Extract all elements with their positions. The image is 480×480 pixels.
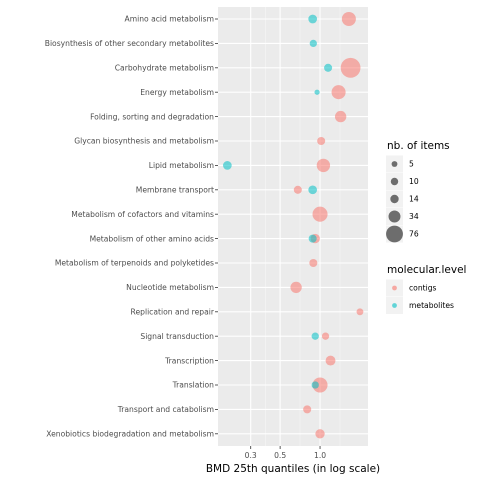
y-axis: Amino acid metabolism Biosynthesis of oth… xyxy=(45,15,218,439)
size-legend-dot xyxy=(390,194,399,204)
x-axis-title: BMD 25th quantiles (in log scale) xyxy=(206,463,380,475)
y-tick-label: Transport and catabolism xyxy=(117,405,214,414)
size-legend-label: 34 xyxy=(409,212,419,221)
data-point-contigs xyxy=(312,206,328,222)
plot-panel xyxy=(218,7,368,446)
y-tick-label: Xenobiotics biodegradation and metabolis… xyxy=(46,430,214,439)
y-tick-label: Metabolism of cofactors and vitamins xyxy=(71,210,214,219)
size-legend-dot xyxy=(388,210,401,223)
y-tick-label: Signal transduction xyxy=(140,332,214,341)
size-legend-label: 10 xyxy=(409,177,419,186)
size-legend: nb. of items 5 10 14 34 76 xyxy=(386,140,450,243)
size-legend-label: 5 xyxy=(409,160,414,169)
x-tick-label: 1.0 xyxy=(314,451,326,460)
data-point-contigs xyxy=(356,308,364,316)
data-point-metabolites xyxy=(308,14,318,24)
y-tick-label: Energy metabolism xyxy=(140,88,214,97)
size-legend-label: 14 xyxy=(409,195,419,204)
color-legend-label-metabolites: metabolites xyxy=(409,301,454,310)
color-legend-label-contigs: contigs xyxy=(409,284,437,293)
size-legend-title: nb. of items xyxy=(387,140,450,152)
data-point-metabolites xyxy=(311,332,319,340)
size-legend-label: 76 xyxy=(409,230,419,239)
y-tick-label: Metabolism of terpenoids and polyketides xyxy=(55,259,214,268)
size-legend-dot xyxy=(391,161,398,167)
color-legend-title: molecular.level xyxy=(387,264,466,276)
data-point-contigs xyxy=(325,355,336,366)
data-point-metabolites xyxy=(324,63,333,72)
data-point-contigs xyxy=(340,57,361,78)
data-point-contigs xyxy=(316,158,331,173)
data-point-metabolites xyxy=(314,89,320,95)
y-tick-label: Nucleotide metabolism xyxy=(126,283,214,292)
data-points xyxy=(222,11,364,439)
x-tick-label: 0.3 xyxy=(245,451,257,460)
data-point-contigs xyxy=(317,136,326,146)
data-point-contigs xyxy=(312,377,328,393)
size-legend-dot xyxy=(390,177,399,186)
data-point-contigs xyxy=(341,11,356,27)
data-point-metabolites xyxy=(311,381,319,389)
x-tick-label: 0.5 xyxy=(274,451,286,460)
data-point-contigs xyxy=(321,332,330,340)
data-point-contigs xyxy=(303,405,312,414)
y-tick-label: Metabolism of other amino acids xyxy=(90,234,214,243)
data-point-metabolites xyxy=(222,161,232,170)
color-legend: molecular.level contigs metabolites xyxy=(386,264,466,314)
y-tick-label: Translation xyxy=(172,381,215,390)
data-point-contigs xyxy=(334,110,347,123)
color-legend-dot-metabolites xyxy=(392,303,397,308)
data-point-metabolites xyxy=(309,39,317,48)
size-legend-dot xyxy=(386,225,403,243)
color-legend-dot-contigs xyxy=(392,285,397,291)
y-tick-label: Amino acid metabolism xyxy=(125,15,215,24)
data-point-metabolites xyxy=(308,234,317,243)
data-point-contigs xyxy=(290,281,302,294)
x-axis: 0.3 0.5 1.0 xyxy=(245,446,326,460)
y-tick-label: Lipid metabolism xyxy=(149,161,214,170)
y-tick-label: Folding, sorting and degradation xyxy=(90,112,214,121)
data-point-contigs xyxy=(331,85,346,100)
y-tick-label: Biosynthesis of other secondary metaboli… xyxy=(45,39,214,48)
y-tick-label: Membrane transport xyxy=(136,186,214,195)
data-point-contigs xyxy=(293,185,302,194)
y-tick-label: Replication and repair xyxy=(131,308,215,317)
y-tick-label: Transcription xyxy=(164,356,214,365)
minor-grid xyxy=(265,7,341,446)
data-point-contigs xyxy=(309,258,318,268)
y-tick-label: Carbohydrate metabolism xyxy=(115,64,214,73)
data-point-contigs xyxy=(315,429,325,439)
y-tick-label: Glycan biosynthesis and metabolism xyxy=(74,137,214,146)
data-point-metabolites xyxy=(308,185,318,195)
